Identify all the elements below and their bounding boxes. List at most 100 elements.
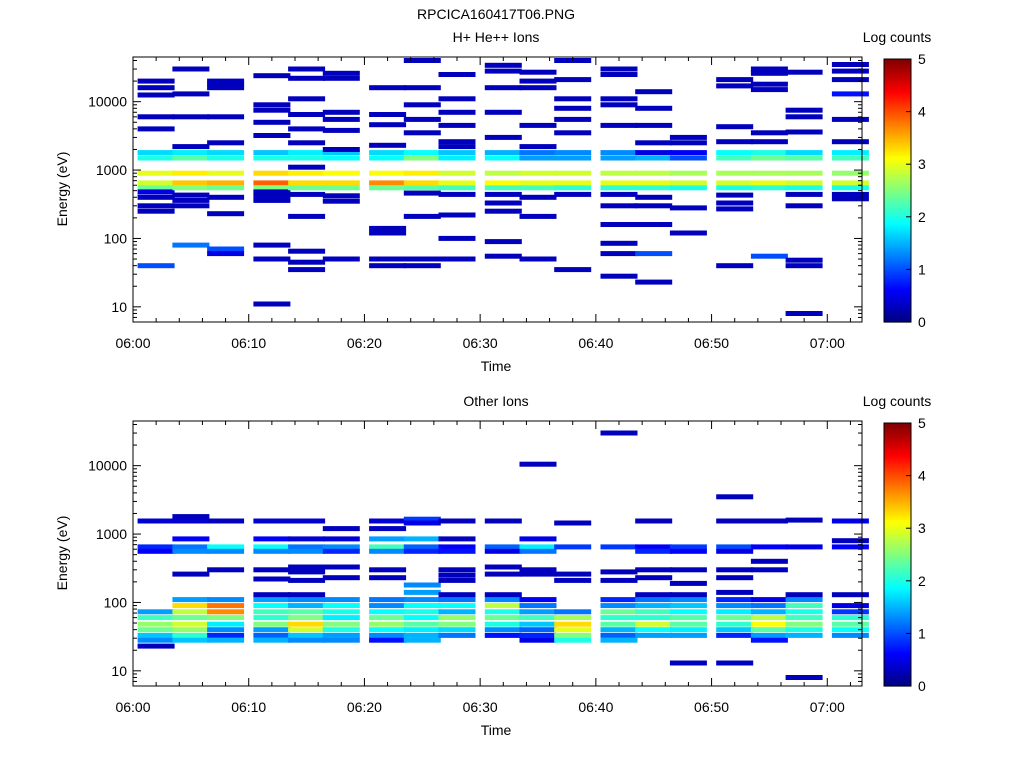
colorbar-step bbox=[884, 600, 911, 604]
heatmap-cell bbox=[750, 81, 788, 87]
colorbar-step bbox=[884, 639, 911, 643]
heatmap-cell bbox=[519, 122, 557, 128]
heatmap-cell bbox=[403, 130, 441, 136]
colorbar-step bbox=[884, 501, 911, 505]
heatmap-cell bbox=[785, 544, 823, 550]
heatmap-cell bbox=[322, 575, 360, 581]
heatmap-cell bbox=[831, 62, 869, 67]
heatmap-cell bbox=[403, 170, 441, 176]
heatmap-cell bbox=[253, 548, 291, 554]
heatmap-cell bbox=[322, 198, 360, 204]
colorbar-step bbox=[884, 59, 911, 62]
colorbar-step bbox=[884, 234, 911, 238]
heatmap-cell bbox=[669, 627, 707, 633]
colorbar-step bbox=[884, 624, 911, 628]
heatmap-cell bbox=[785, 609, 823, 615]
colorbar-step bbox=[884, 153, 911, 157]
heatmap-cell bbox=[750, 66, 788, 72]
heatmap-cell bbox=[785, 632, 823, 638]
heatmap-cell bbox=[484, 239, 522, 245]
heatmap-cell bbox=[207, 81, 245, 87]
colorbar-step bbox=[884, 157, 911, 161]
figure-title: RPCICA160417T06.PNG bbox=[417, 6, 575, 22]
colorbar-step bbox=[884, 194, 911, 198]
colorbar-step bbox=[884, 238, 911, 242]
heatmap-cell bbox=[403, 116, 441, 122]
heatmap-cell bbox=[253, 170, 291, 176]
heatmap-cell bbox=[750, 637, 788, 643]
colorbar-step bbox=[884, 561, 911, 564]
heatmap-cell bbox=[600, 632, 638, 638]
colorbar-step bbox=[884, 120, 911, 124]
heatmap-cell bbox=[288, 96, 326, 102]
heatmap-cell bbox=[484, 609, 522, 615]
heatmap-cell bbox=[600, 240, 638, 246]
colorbar-step bbox=[884, 585, 911, 588]
colorbar-step bbox=[884, 111, 911, 115]
heatmap-cell bbox=[288, 577, 326, 583]
heatmap-cell bbox=[484, 597, 522, 603]
heatmap-cell bbox=[438, 139, 476, 145]
heatmap-cell bbox=[288, 548, 326, 554]
colorbar-step bbox=[884, 580, 911, 584]
heatmap-cell bbox=[137, 170, 175, 176]
x-tick-label: 06:40 bbox=[578, 699, 613, 715]
colorbar-step bbox=[884, 124, 911, 128]
heatmap-cell bbox=[484, 208, 522, 214]
heatmap-cell bbox=[831, 603, 869, 609]
heatmap-cell bbox=[253, 609, 291, 615]
heatmap-cell bbox=[438, 577, 476, 583]
colorbar-step bbox=[884, 284, 911, 288]
heatmap-cell bbox=[519, 155, 557, 161]
heatmap-cell bbox=[716, 597, 754, 603]
colorbar-step bbox=[884, 144, 911, 148]
colorbar-step bbox=[884, 554, 911, 558]
heatmap-cell bbox=[207, 609, 245, 615]
heatmap-cell bbox=[322, 627, 360, 633]
heatmap-cell bbox=[438, 180, 476, 186]
colorbar-step bbox=[884, 295, 911, 299]
colorbar-step bbox=[884, 240, 911, 244]
heatmap-cell bbox=[600, 544, 638, 550]
colorbar-step bbox=[884, 567, 911, 571]
heatmap-cell bbox=[403, 185, 441, 191]
heatmap-cell bbox=[207, 621, 245, 627]
heatmap-cell bbox=[600, 273, 638, 279]
heatmap-cell bbox=[554, 267, 592, 273]
heatmap-cell bbox=[137, 518, 175, 524]
heatmap-cell bbox=[831, 544, 869, 550]
heatmap-cell bbox=[288, 615, 326, 621]
colorbar-step bbox=[884, 539, 911, 542]
heatmap-cell bbox=[137, 643, 175, 649]
colorbar-step bbox=[884, 499, 911, 503]
heatmap-cell bbox=[519, 78, 557, 84]
heatmap-cell bbox=[369, 170, 407, 176]
heatmap-cell bbox=[831, 196, 869, 202]
heatmap-cell bbox=[831, 621, 869, 627]
heatmap-cell bbox=[785, 191, 823, 197]
colorbar-step bbox=[884, 249, 911, 253]
heatmap-cell bbox=[716, 627, 754, 633]
heatmap-cell bbox=[484, 155, 522, 161]
heatmap-cell bbox=[519, 567, 557, 573]
colorbar-step bbox=[884, 245, 911, 249]
heatmap-cell bbox=[403, 615, 441, 621]
heatmap-cell bbox=[438, 212, 476, 218]
heatmap-cell bbox=[554, 77, 592, 83]
heatmap-cell bbox=[253, 603, 291, 609]
heatmap-cell bbox=[322, 548, 360, 554]
heatmap-cell bbox=[438, 627, 476, 633]
heatmap-cell bbox=[253, 180, 291, 186]
heatmap-cell bbox=[554, 116, 592, 122]
heatmap-cell bbox=[322, 170, 360, 176]
heatmap-cell bbox=[519, 609, 557, 615]
heatmap-cell bbox=[403, 516, 441, 522]
colorbar-step bbox=[884, 122, 911, 126]
colorbar-step bbox=[884, 482, 911, 485]
colorbar-step bbox=[884, 677, 911, 681]
heatmap-cell bbox=[137, 637, 175, 643]
heatmap-cell bbox=[438, 632, 476, 638]
heatmap-cell bbox=[600, 430, 638, 436]
colorbar-step bbox=[884, 168, 911, 172]
heatmap-cell bbox=[207, 518, 245, 524]
